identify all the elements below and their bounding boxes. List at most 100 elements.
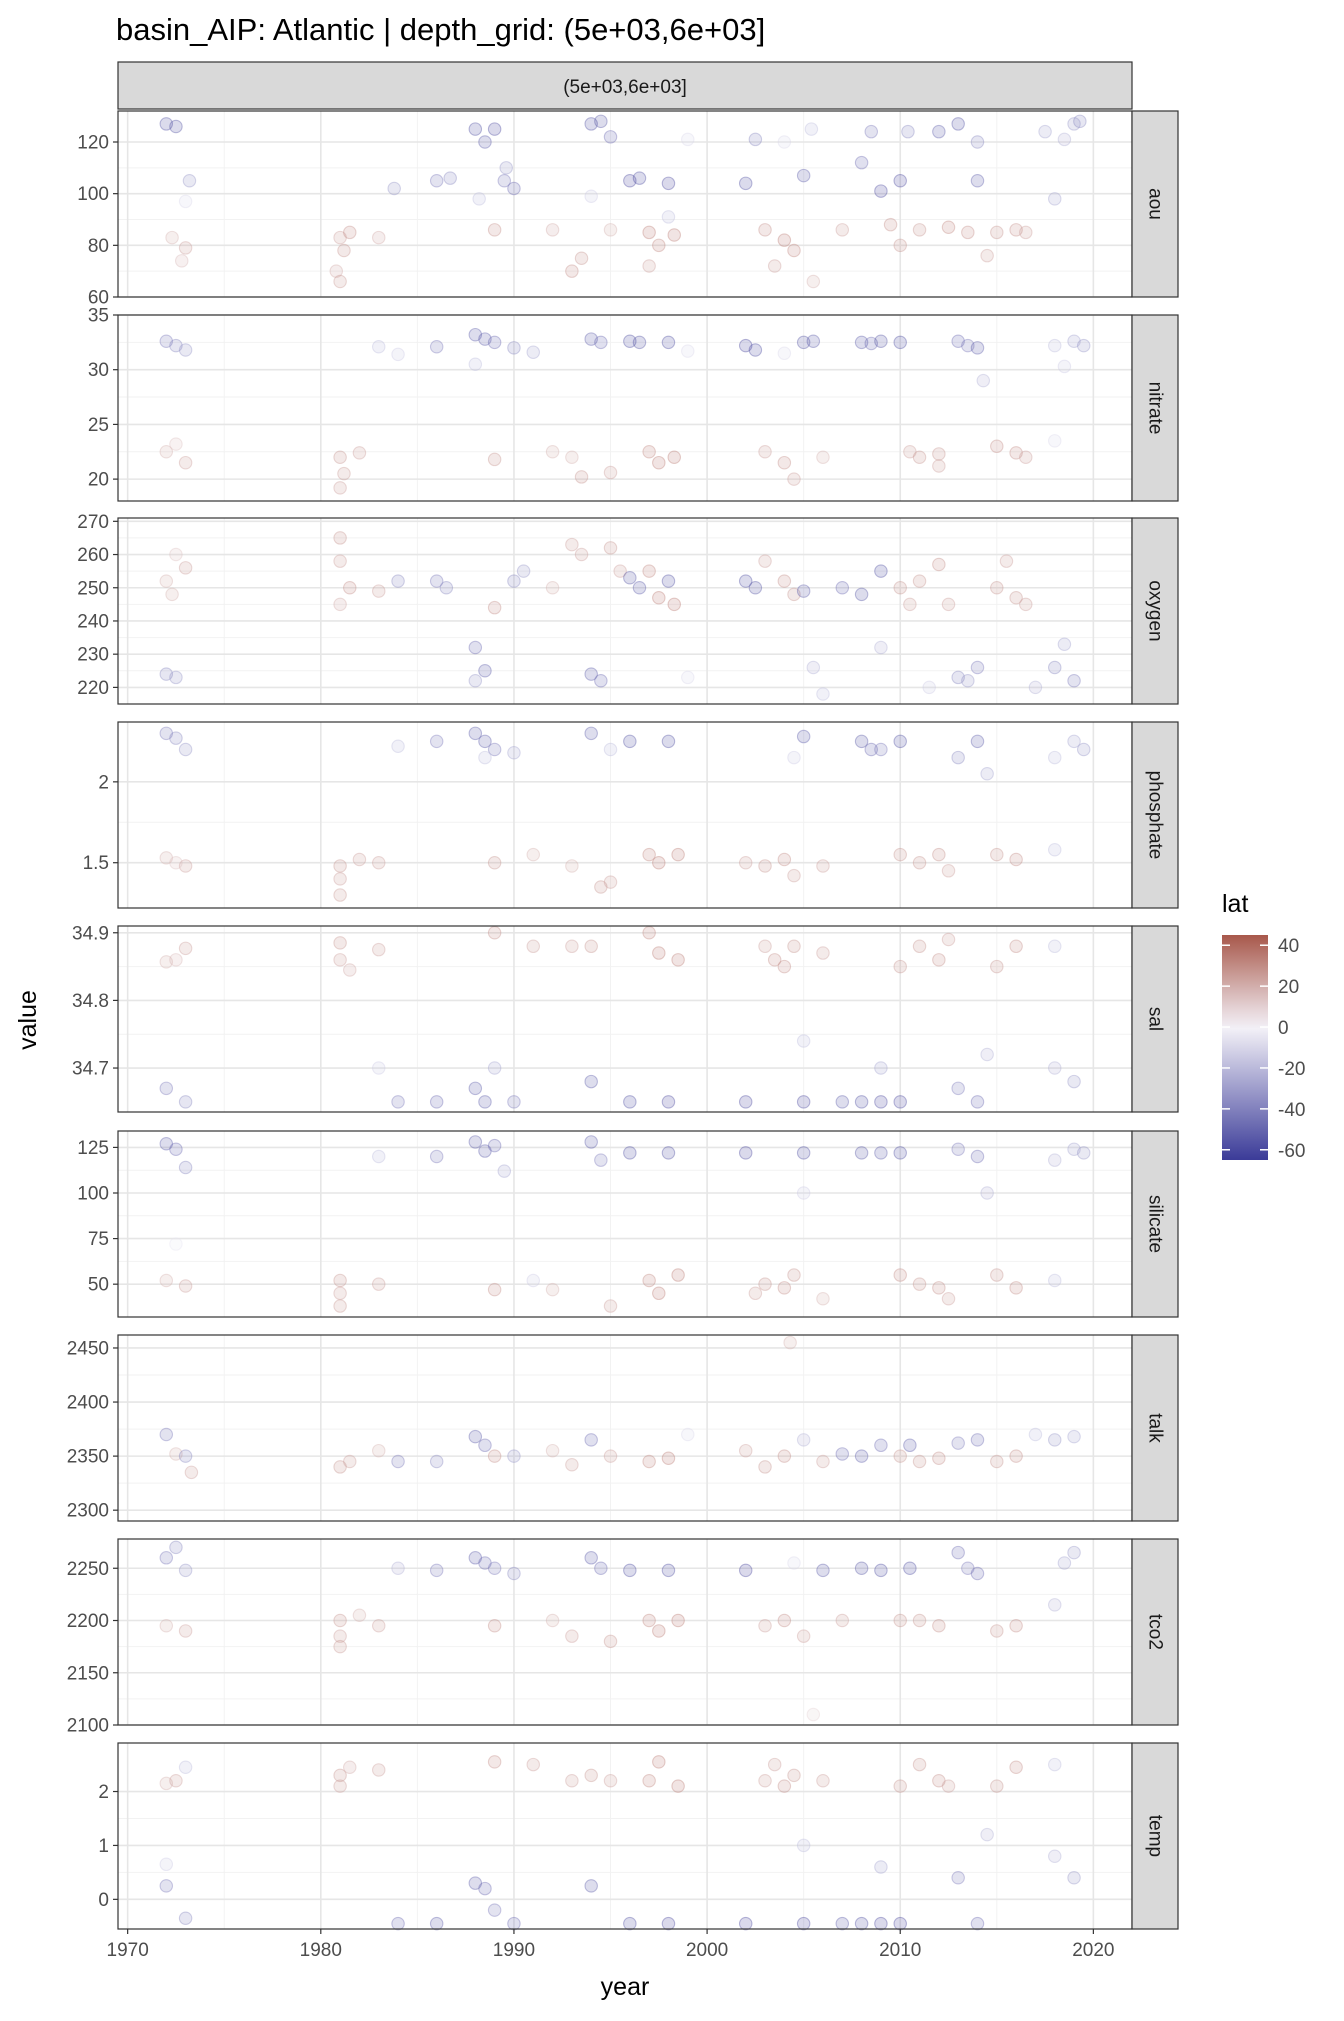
data-point-temp: [343, 1760, 357, 1775]
data-point-phosphate: [864, 742, 879, 757]
panel-background-phosphate: [118, 722, 1132, 908]
data-point-nitrate: [990, 439, 1004, 454]
data-point-oxygen: [1019, 597, 1033, 612]
data-point-silicate: [661, 1146, 676, 1160]
y-tick-label: 35: [88, 306, 109, 327]
data-point-oxygen: [343, 580, 357, 595]
data-point-sal: [333, 936, 347, 950]
data-point-oxygen: [507, 574, 521, 588]
data-point-talk: [487, 1449, 502, 1463]
data-point-nitrate: [623, 334, 637, 349]
data-point-oxygen: [333, 531, 347, 545]
data-point-phosphate: [642, 847, 656, 862]
data-point-sal: [652, 946, 666, 960]
row-strip-label-phosphate: phosphate: [1145, 771, 1166, 860]
data-point-aou: [874, 184, 888, 198]
data-point-silicate: [1076, 1146, 1091, 1160]
data-point-phosphate: [178, 742, 193, 757]
data-point-aou: [941, 220, 956, 235]
data-point-nitrate: [487, 335, 502, 350]
y-tick-label: 100: [77, 1184, 109, 1205]
data-point-nitrate: [777, 346, 792, 361]
data-point-phosphate: [333, 859, 347, 873]
data-point-temp: [371, 1763, 386, 1777]
data-point-oxygen: [159, 667, 174, 681]
y-tick-label: 25: [88, 415, 109, 436]
data-point-phosphate: [478, 750, 492, 765]
data-point-nitrate: [816, 450, 830, 464]
data-point-silicate: [990, 1268, 1004, 1282]
data-point-aou: [178, 241, 193, 255]
y-tick-label: 34.8: [72, 991, 109, 1012]
data-point-temp: [487, 1755, 502, 1769]
data-point-nitrate: [976, 373, 991, 388]
data-point-nitrate: [507, 341, 521, 355]
data-point-nitrate: [565, 450, 579, 464]
y-tick-label: 60: [88, 288, 109, 309]
x-tick-label: 1980: [300, 1940, 342, 1961]
data-point-nitrate: [574, 470, 589, 484]
data-point-nitrate: [333, 450, 347, 464]
data-point-oxygen: [632, 580, 647, 595]
data-point-oxygen: [584, 667, 598, 681]
data-point-aou: [1073, 114, 1087, 129]
data-point-phosphate: [738, 855, 753, 870]
data-point-phosphate: [661, 734, 676, 749]
data-point-tco2: [159, 1551, 174, 1565]
data-point-silicate: [487, 1138, 502, 1153]
data-point-phosphate: [1047, 843, 1062, 857]
data-point-aou: [777, 233, 792, 247]
y-tick-label: 1.5: [83, 853, 109, 874]
data-point-aou: [667, 228, 682, 242]
y-tick-label: 2150: [67, 1663, 109, 1684]
y-tick-label: 75: [88, 1229, 109, 1250]
data-point-talk: [661, 1451, 676, 1466]
data-point-phosphate: [468, 726, 483, 741]
data-point-silicate: [333, 1273, 347, 1288]
data-point-talk: [333, 1460, 347, 1474]
data-point-nitrate: [738, 338, 753, 353]
data-point-talk: [1067, 1429, 1081, 1444]
data-point-silicate: [874, 1146, 888, 1160]
data-point-nitrate: [642, 445, 656, 459]
data-point-aou: [970, 174, 985, 188]
data-point-sal: [429, 1095, 444, 1109]
data-point-aou: [487, 223, 502, 237]
data-point-temp: [623, 1916, 637, 1931]
data-point-nitrate: [429, 339, 444, 354]
data-point-silicate: [652, 1286, 666, 1301]
data-point-aou: [343, 225, 357, 240]
data-point-oxygen: [893, 580, 907, 595]
data-point-sal: [565, 939, 579, 954]
data-point-temp: [507, 1916, 521, 1931]
legend-tick-label: 0: [1278, 1018, 1289, 1039]
data-point-oxygen: [806, 660, 821, 675]
data-point-aou: [333, 230, 347, 245]
data-point-oxygen: [932, 557, 946, 572]
y-tick-label: 2200: [67, 1611, 109, 1632]
data-point-phosphate: [816, 859, 830, 873]
data-point-temp: [796, 1916, 811, 1931]
data-point-oxygen: [429, 574, 444, 588]
y-tick-label: 250: [77, 578, 109, 599]
y-tick-label: 100: [77, 184, 109, 205]
data-point-phosphate: [1009, 852, 1023, 867]
data-point-aou: [758, 223, 772, 237]
data-point-silicate: [1047, 1153, 1062, 1167]
data-point-temp: [854, 1916, 869, 1931]
data-point-silicate: [738, 1146, 753, 1160]
data-point-talk: [738, 1443, 753, 1458]
data-point-aou: [912, 223, 927, 237]
data-point-oxygen: [854, 587, 869, 602]
data-point-nitrate: [169, 338, 183, 353]
y-tick-label: 2400: [67, 1393, 109, 1414]
row-strip-background: [1131, 110, 1179, 298]
y-tick-label: 2300: [67, 1501, 109, 1522]
row-strip-label-nitrate: nitrate: [1145, 382, 1166, 435]
data-point-oxygen: [1009, 590, 1023, 605]
legend-tick-label: 20: [1278, 977, 1299, 998]
data-point-aou: [642, 259, 656, 273]
row-strip-label-tco2: tco2: [1145, 1614, 1166, 1650]
data-point-silicate: [748, 1286, 763, 1301]
